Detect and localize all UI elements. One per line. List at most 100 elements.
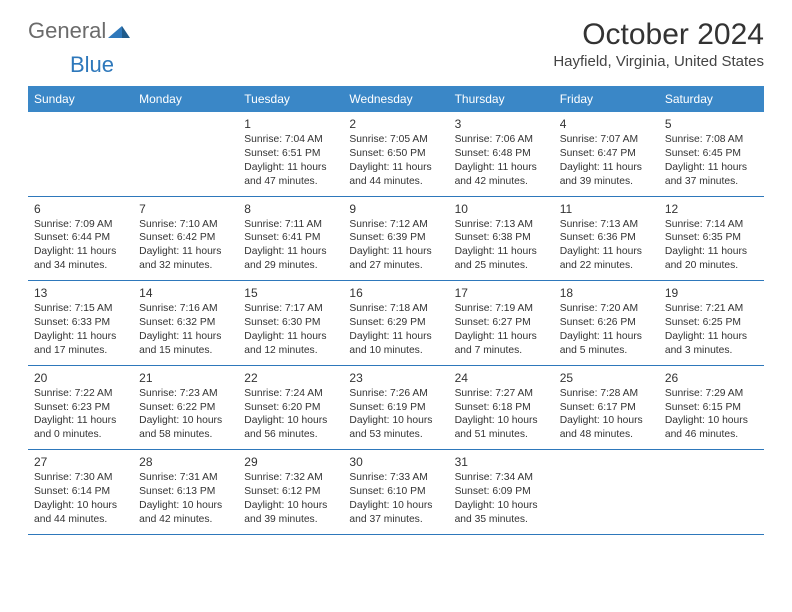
day-number: 31 — [455, 455, 548, 469]
day-details: Sunrise: 7:27 AMSunset: 6:18 PMDaylight:… — [455, 387, 548, 443]
day-details: Sunrise: 7:16 AMSunset: 6:32 PMDaylight:… — [139, 302, 232, 358]
day-details: Sunrise: 7:08 AMSunset: 6:45 PMDaylight:… — [665, 133, 758, 189]
day-details: Sunrise: 7:26 AMSunset: 6:19 PMDaylight:… — [349, 387, 442, 443]
header-monday: Monday — [133, 86, 238, 112]
day-number: 18 — [560, 286, 653, 300]
calendar-week-row: 1 Sunrise: 7:04 AMSunset: 6:51 PMDaylight… — [28, 112, 764, 196]
day-number: 11 — [560, 202, 653, 216]
calendar-cell: 23 Sunrise: 7:26 AMSunset: 6:19 PMDayligh… — [343, 365, 448, 450]
day-number: 9 — [349, 202, 442, 216]
brand-word-2: Blue — [70, 52, 114, 78]
location-text: Hayfield, Virginia, United States — [553, 53, 764, 70]
brand-logo: General — [28, 18, 132, 44]
calendar-cell: 17Sunrise: 7:19 AMSunset: 6:27 PMDayligh… — [449, 281, 554, 366]
calendar-cell: 1 Sunrise: 7:04 AMSunset: 6:51 PMDaylight… — [238, 112, 343, 196]
calendar-cell: 29 Sunrise: 7:32 AMSunset: 6:12 PMDayligh… — [238, 450, 343, 535]
day-details: Sunrise: 7:04 AMSunset: 6:51 PMDaylight:… — [244, 133, 337, 189]
calendar-cell — [133, 112, 238, 196]
day-details: Sunrise: 7:29 AMSunset: 6:15 PMDaylight:… — [665, 387, 758, 443]
day-details: Sunrise: 7:23 AMSunset: 6:22 PMDaylight:… — [139, 387, 232, 443]
month-title: October 2024 — [553, 18, 764, 51]
day-details: Sunrise: 7:15 AMSunset: 6:33 PMDaylight:… — [34, 302, 127, 358]
calendar-week-row: 13 Sunrise: 7:15 AMSunset: 6:33 PMDayligh… — [28, 281, 764, 366]
calendar-cell: 3Sunrise: 7:06 AMSunset: 6:48 PMDaylight… — [449, 112, 554, 196]
day-number: 13 — [34, 286, 127, 300]
header-friday: Friday — [554, 86, 659, 112]
calendar-cell: 31 Sunrise: 7:34 AMSunset: 6:09 PMDayligh… — [449, 450, 554, 535]
calendar-week-row: 20 Sunrise: 7:22 AMSunset: 6:23 PMDayligh… — [28, 365, 764, 450]
day-details: Sunrise: 7:07 AMSunset: 6:47 PMDaylight:… — [560, 133, 653, 189]
day-details: Sunrise: 7:17 AMSunset: 6:30 PMDaylight:… — [244, 302, 337, 358]
day-number: 27 — [34, 455, 127, 469]
calendar-cell: 22 Sunrise: 7:24 AMSunset: 6:20 PMDayligh… — [238, 365, 343, 450]
calendar-head: Sunday Monday Tuesday Wednesday Thursday… — [28, 86, 764, 112]
day-details: Sunrise: 7:24 AMSunset: 6:20 PMDaylight:… — [244, 387, 337, 443]
calendar-cell: 28 Sunrise: 7:31 AMSunset: 6:13 PMDayligh… — [133, 450, 238, 535]
calendar-body: 1 Sunrise: 7:04 AMSunset: 6:51 PMDaylight… — [28, 112, 764, 534]
day-details: Sunrise: 7:10 AMSunset: 6:42 PMDaylight:… — [139, 218, 232, 274]
calendar-cell: 21 Sunrise: 7:23 AMSunset: 6:22 PMDayligh… — [133, 365, 238, 450]
day-details: Sunrise: 7:11 AMSunset: 6:41 PMDaylight:… — [244, 218, 337, 274]
day-details: Sunrise: 7:22 AMSunset: 6:23 PMDaylight:… — [34, 387, 127, 443]
day-number: 28 — [139, 455, 232, 469]
brand-arrow-icon — [108, 18, 130, 44]
header-sunday: Sunday — [28, 86, 133, 112]
day-number: 3 — [455, 117, 548, 131]
day-number: 23 — [349, 371, 442, 385]
day-header-row: Sunday Monday Tuesday Wednesday Thursday… — [28, 86, 764, 112]
calendar-cell: 25Sunrise: 7:28 AMSunset: 6:17 PMDayligh… — [554, 365, 659, 450]
header-thursday: Thursday — [449, 86, 554, 112]
calendar-cell: 18 Sunrise: 7:20 AMSunset: 6:26 PMDayligh… — [554, 281, 659, 366]
day-details: Sunrise: 7:31 AMSunset: 6:13 PMDaylight:… — [139, 471, 232, 527]
calendar-cell: 10 Sunrise: 7:13 AMSunset: 6:38 PMDayligh… — [449, 196, 554, 281]
calendar-cell: 13 Sunrise: 7:15 AMSunset: 6:33 PMDayligh… — [28, 281, 133, 366]
day-details: Sunrise: 7:12 AMSunset: 6:39 PMDaylight:… — [349, 218, 442, 274]
day-details: Sunrise: 7:28 AMSunset: 6:17 PMDaylight:… — [560, 387, 653, 443]
header-tuesday: Tuesday — [238, 86, 343, 112]
calendar-cell: 27 Sunrise: 7:30 AMSunset: 6:14 PMDayligh… — [28, 450, 133, 535]
day-details: Sunrise: 7:14 AMSunset: 6:35 PMDaylight:… — [665, 218, 758, 274]
day-number: 26 — [665, 371, 758, 385]
page: General October 2024 Hayfield, Virginia,… — [0, 0, 792, 553]
day-number: 30 — [349, 455, 442, 469]
calendar-cell: 24Sunrise: 7:27 AMSunset: 6:18 PMDayligh… — [449, 365, 554, 450]
day-number: 14 — [139, 286, 232, 300]
calendar-cell — [659, 450, 764, 535]
day-number: 2 — [349, 117, 442, 131]
day-details: Sunrise: 7:18 AMSunset: 6:29 PMDaylight:… — [349, 302, 442, 358]
day-number: 16 — [349, 286, 442, 300]
day-details: Sunrise: 7:13 AMSunset: 6:38 PMDaylight:… — [455, 218, 548, 274]
day-details: Sunrise: 7:34 AMSunset: 6:09 PMDaylight:… — [455, 471, 548, 527]
calendar-cell: 14 Sunrise: 7:16 AMSunset: 6:32 PMDayligh… — [133, 281, 238, 366]
day-number: 20 — [34, 371, 127, 385]
day-details: Sunrise: 7:20 AMSunset: 6:26 PMDaylight:… — [560, 302, 653, 358]
calendar-cell: 4 Sunrise: 7:07 AMSunset: 6:47 PMDaylight… — [554, 112, 659, 196]
day-number: 7 — [139, 202, 232, 216]
header-saturday: Saturday — [659, 86, 764, 112]
day-details: Sunrise: 7:32 AMSunset: 6:12 PMDaylight:… — [244, 471, 337, 527]
day-number: 6 — [34, 202, 127, 216]
day-number: 10 — [455, 202, 548, 216]
calendar-week-row: 6Sunrise: 7:09 AMSunset: 6:44 PMDaylight… — [28, 196, 764, 281]
calendar-cell: 20 Sunrise: 7:22 AMSunset: 6:23 PMDayligh… — [28, 365, 133, 450]
day-number: 29 — [244, 455, 337, 469]
day-details: Sunrise: 7:05 AMSunset: 6:50 PMDaylight:… — [349, 133, 442, 189]
calendar-cell: 30 Sunrise: 7:33 AMSunset: 6:10 PMDayligh… — [343, 450, 448, 535]
calendar-cell: 2 Sunrise: 7:05 AMSunset: 6:50 PMDaylight… — [343, 112, 448, 196]
brand-word-1: General — [28, 18, 106, 44]
calendar-table: Sunday Monday Tuesday Wednesday Thursday… — [28, 86, 764, 535]
calendar-cell: 26 Sunrise: 7:29 AMSunset: 6:15 PMDayligh… — [659, 365, 764, 450]
day-number: 5 — [665, 117, 758, 131]
day-number: 4 — [560, 117, 653, 131]
day-details: Sunrise: 7:33 AMSunset: 6:10 PMDaylight:… — [349, 471, 442, 527]
day-number: 22 — [244, 371, 337, 385]
calendar-cell — [554, 450, 659, 535]
day-details: Sunrise: 7:30 AMSunset: 6:14 PMDaylight:… — [34, 471, 127, 527]
calendar-cell: 5 Sunrise: 7:08 AMSunset: 6:45 PMDaylight… — [659, 112, 764, 196]
day-number: 21 — [139, 371, 232, 385]
calendar-cell: 9 Sunrise: 7:12 AMSunset: 6:39 PMDaylight… — [343, 196, 448, 281]
calendar-cell: 16 Sunrise: 7:18 AMSunset: 6:29 PMDayligh… — [343, 281, 448, 366]
day-details: Sunrise: 7:13 AMSunset: 6:36 PMDaylight:… — [560, 218, 653, 274]
day-number: 1 — [244, 117, 337, 131]
day-number: 19 — [665, 286, 758, 300]
